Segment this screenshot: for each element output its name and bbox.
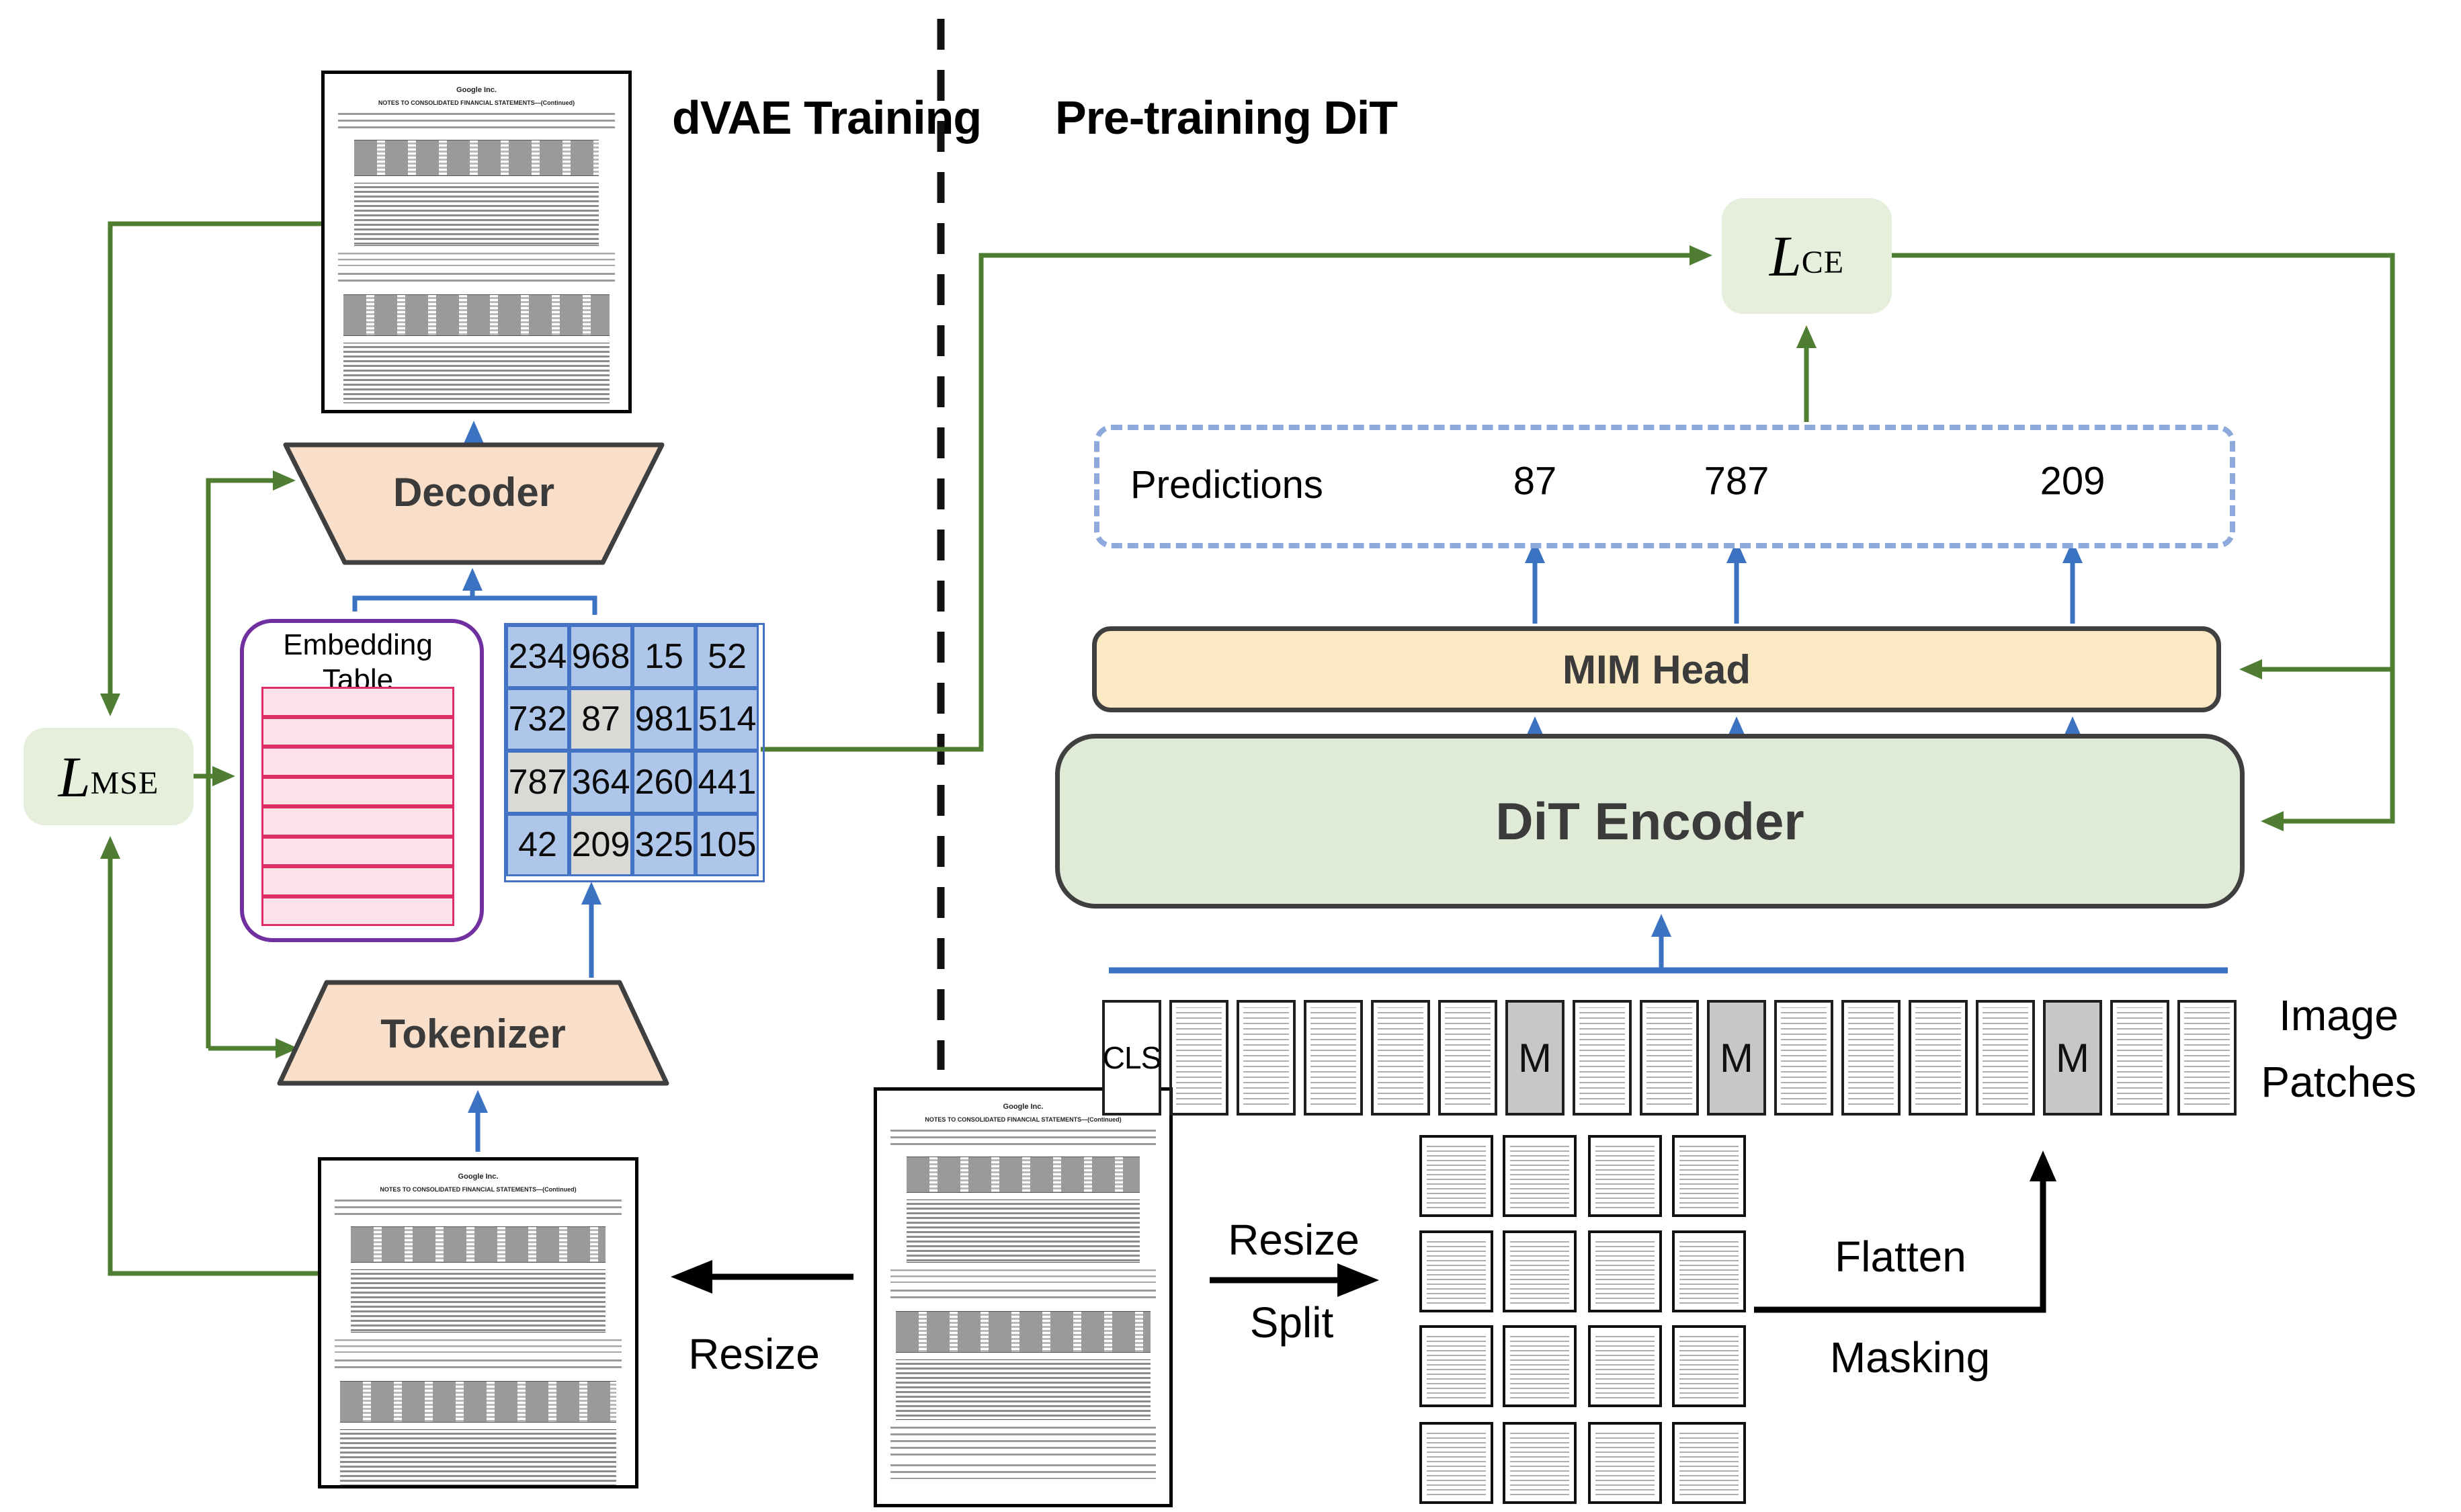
predictions-box — [1094, 425, 2235, 548]
wire-original-to-lmse — [100, 836, 318, 1276]
prediction-value-1: 87 — [1513, 459, 1557, 503]
document-table — [354, 183, 599, 246]
document-header: Google Inc. — [456, 86, 497, 94]
token-cell: 234 — [506, 625, 569, 688]
token-cell: 514 — [696, 687, 759, 751]
document-table — [896, 1359, 1151, 1420]
token-cell: 15 — [632, 625, 696, 688]
document-paragraph — [335, 1200, 622, 1217]
left-panel-title: dVAE Training — [672, 91, 982, 144]
document-subheader: NOTES TO CONSOLIDATED FINANCIAL STATEMEN… — [380, 1186, 577, 1193]
reconstructed-document-image: Google Inc. NOTES TO CONSOLIDATED FINANC… — [321, 71, 632, 413]
wire-lce-to-dit — [1892, 253, 2395, 831]
document-subheader: NOTES TO CONSOLIDATED FINANCIAL STATEMEN… — [925, 1116, 1122, 1123]
token-cell: 42 — [506, 813, 569, 876]
document-table-header — [343, 294, 610, 336]
wire-tokens-to-lce — [761, 245, 1712, 752]
token-cell: 981 — [632, 687, 696, 751]
document-header: Google Inc. — [1003, 1103, 1044, 1111]
document-paragraph — [338, 113, 615, 130]
embedding-row — [261, 806, 454, 837]
resize-right-label: Resize — [1228, 1216, 1360, 1264]
document-footnote — [890, 1269, 1156, 1283]
embedding-table-rows — [261, 687, 454, 926]
right-panel-title: Pre-training DiT — [1055, 91, 1398, 144]
bracket-under-decoder — [352, 595, 597, 615]
image-patches-label: Image Patches — [2261, 991, 2417, 1107]
embedding-row — [261, 866, 454, 896]
arrow-flatten-masking — [1754, 1150, 2056, 1313]
document-table-header — [896, 1311, 1151, 1353]
document-header: Google Inc. — [458, 1173, 499, 1181]
tokenizer-trapezoid — [277, 980, 669, 1086]
document-paragraph — [338, 410, 615, 413]
visual-token-grid: 234 968 15 52 732 87 981 514 787 364 260 441 42 209 32… — [504, 623, 765, 882]
token-cell: 787 — [506, 751, 569, 814]
document-table — [907, 1200, 1140, 1263]
wire-lmse-to-decoder — [206, 470, 296, 1048]
document-footnote — [335, 1339, 622, 1353]
token-cell: 732 — [506, 687, 569, 751]
mse-loss-symbol: L — [58, 744, 91, 809]
token-cell: 968 — [569, 625, 632, 688]
input-document-image: Google Inc. NOTES TO CONSOLIDATED FINANC… — [318, 1157, 638, 1488]
document-paragraph — [890, 1427, 1156, 1458]
document-paragraph — [335, 1359, 622, 1372]
embedding-table-label: Embedding Table — [283, 628, 433, 696]
document-paragraph — [338, 273, 615, 285]
token-cell: 87 — [569, 687, 632, 751]
decoder-trapezoid — [283, 442, 665, 565]
embedding-row — [261, 896, 454, 926]
token-cell: 441 — [696, 751, 759, 814]
split-label: Split — [1249, 1298, 1334, 1347]
prediction-value-2: 787 — [1704, 459, 1769, 503]
token-cell: 325 — [632, 813, 696, 876]
flatten-label: Flatten — [1835, 1232, 1966, 1281]
embedding-row — [261, 776, 454, 806]
ce-loss-box: L CE — [1722, 198, 1892, 314]
token-cell: 105 — [696, 813, 759, 876]
mse-loss-subscript: MSE — [90, 765, 159, 801]
document-table-header — [354, 140, 599, 176]
embedding-row — [261, 716, 454, 747]
masking-label: Masking — [1829, 1333, 1991, 1382]
embedding-row — [261, 836, 454, 866]
ce-loss-symbol: L — [1769, 224, 1802, 288]
embedding-row — [261, 687, 454, 717]
token-cell: 364 — [569, 751, 632, 814]
source-document-image: Google Inc. NOTES TO CONSOLIDATED FINANC… — [874, 1087, 1173, 1507]
document-paragraph — [890, 1290, 1156, 1302]
embedding-row — [261, 747, 454, 777]
token-cell: 260 — [632, 751, 696, 814]
document-footnote — [338, 253, 615, 266]
dit-encoder-block: DiT Encoder — [1055, 734, 2245, 909]
document-table — [351, 1269, 606, 1333]
ce-loss-subscript: CE — [1801, 245, 1845, 280]
document-subheader: NOTES TO CONSOLIDATED FINANCIAL STATEMEN… — [378, 99, 575, 106]
decoder-label: Decoder — [392, 469, 555, 515]
document-paragraph — [890, 1130, 1156, 1147]
document-paragraph — [890, 1464, 1156, 1479]
mim-head-block: MIM Head — [1092, 626, 2221, 712]
wire-reconstruction-to-lmse — [100, 221, 321, 716]
resize-left-label: Resize — [688, 1330, 820, 1378]
document-table-header — [351, 1226, 606, 1263]
document-table-header — [907, 1157, 1140, 1193]
mse-loss-box: L MSE — [24, 728, 194, 825]
predictions-label: Predictions — [1130, 463, 1323, 507]
token-cell: 52 — [696, 625, 759, 688]
token-cell: 209 — [569, 813, 632, 876]
document-table — [340, 1429, 616, 1485]
tokenizer-label: Tokenizer — [380, 1011, 566, 1056]
document-table — [343, 343, 610, 403]
prediction-value-3: 209 — [2040, 459, 2105, 503]
document-table-header — [340, 1381, 616, 1423]
